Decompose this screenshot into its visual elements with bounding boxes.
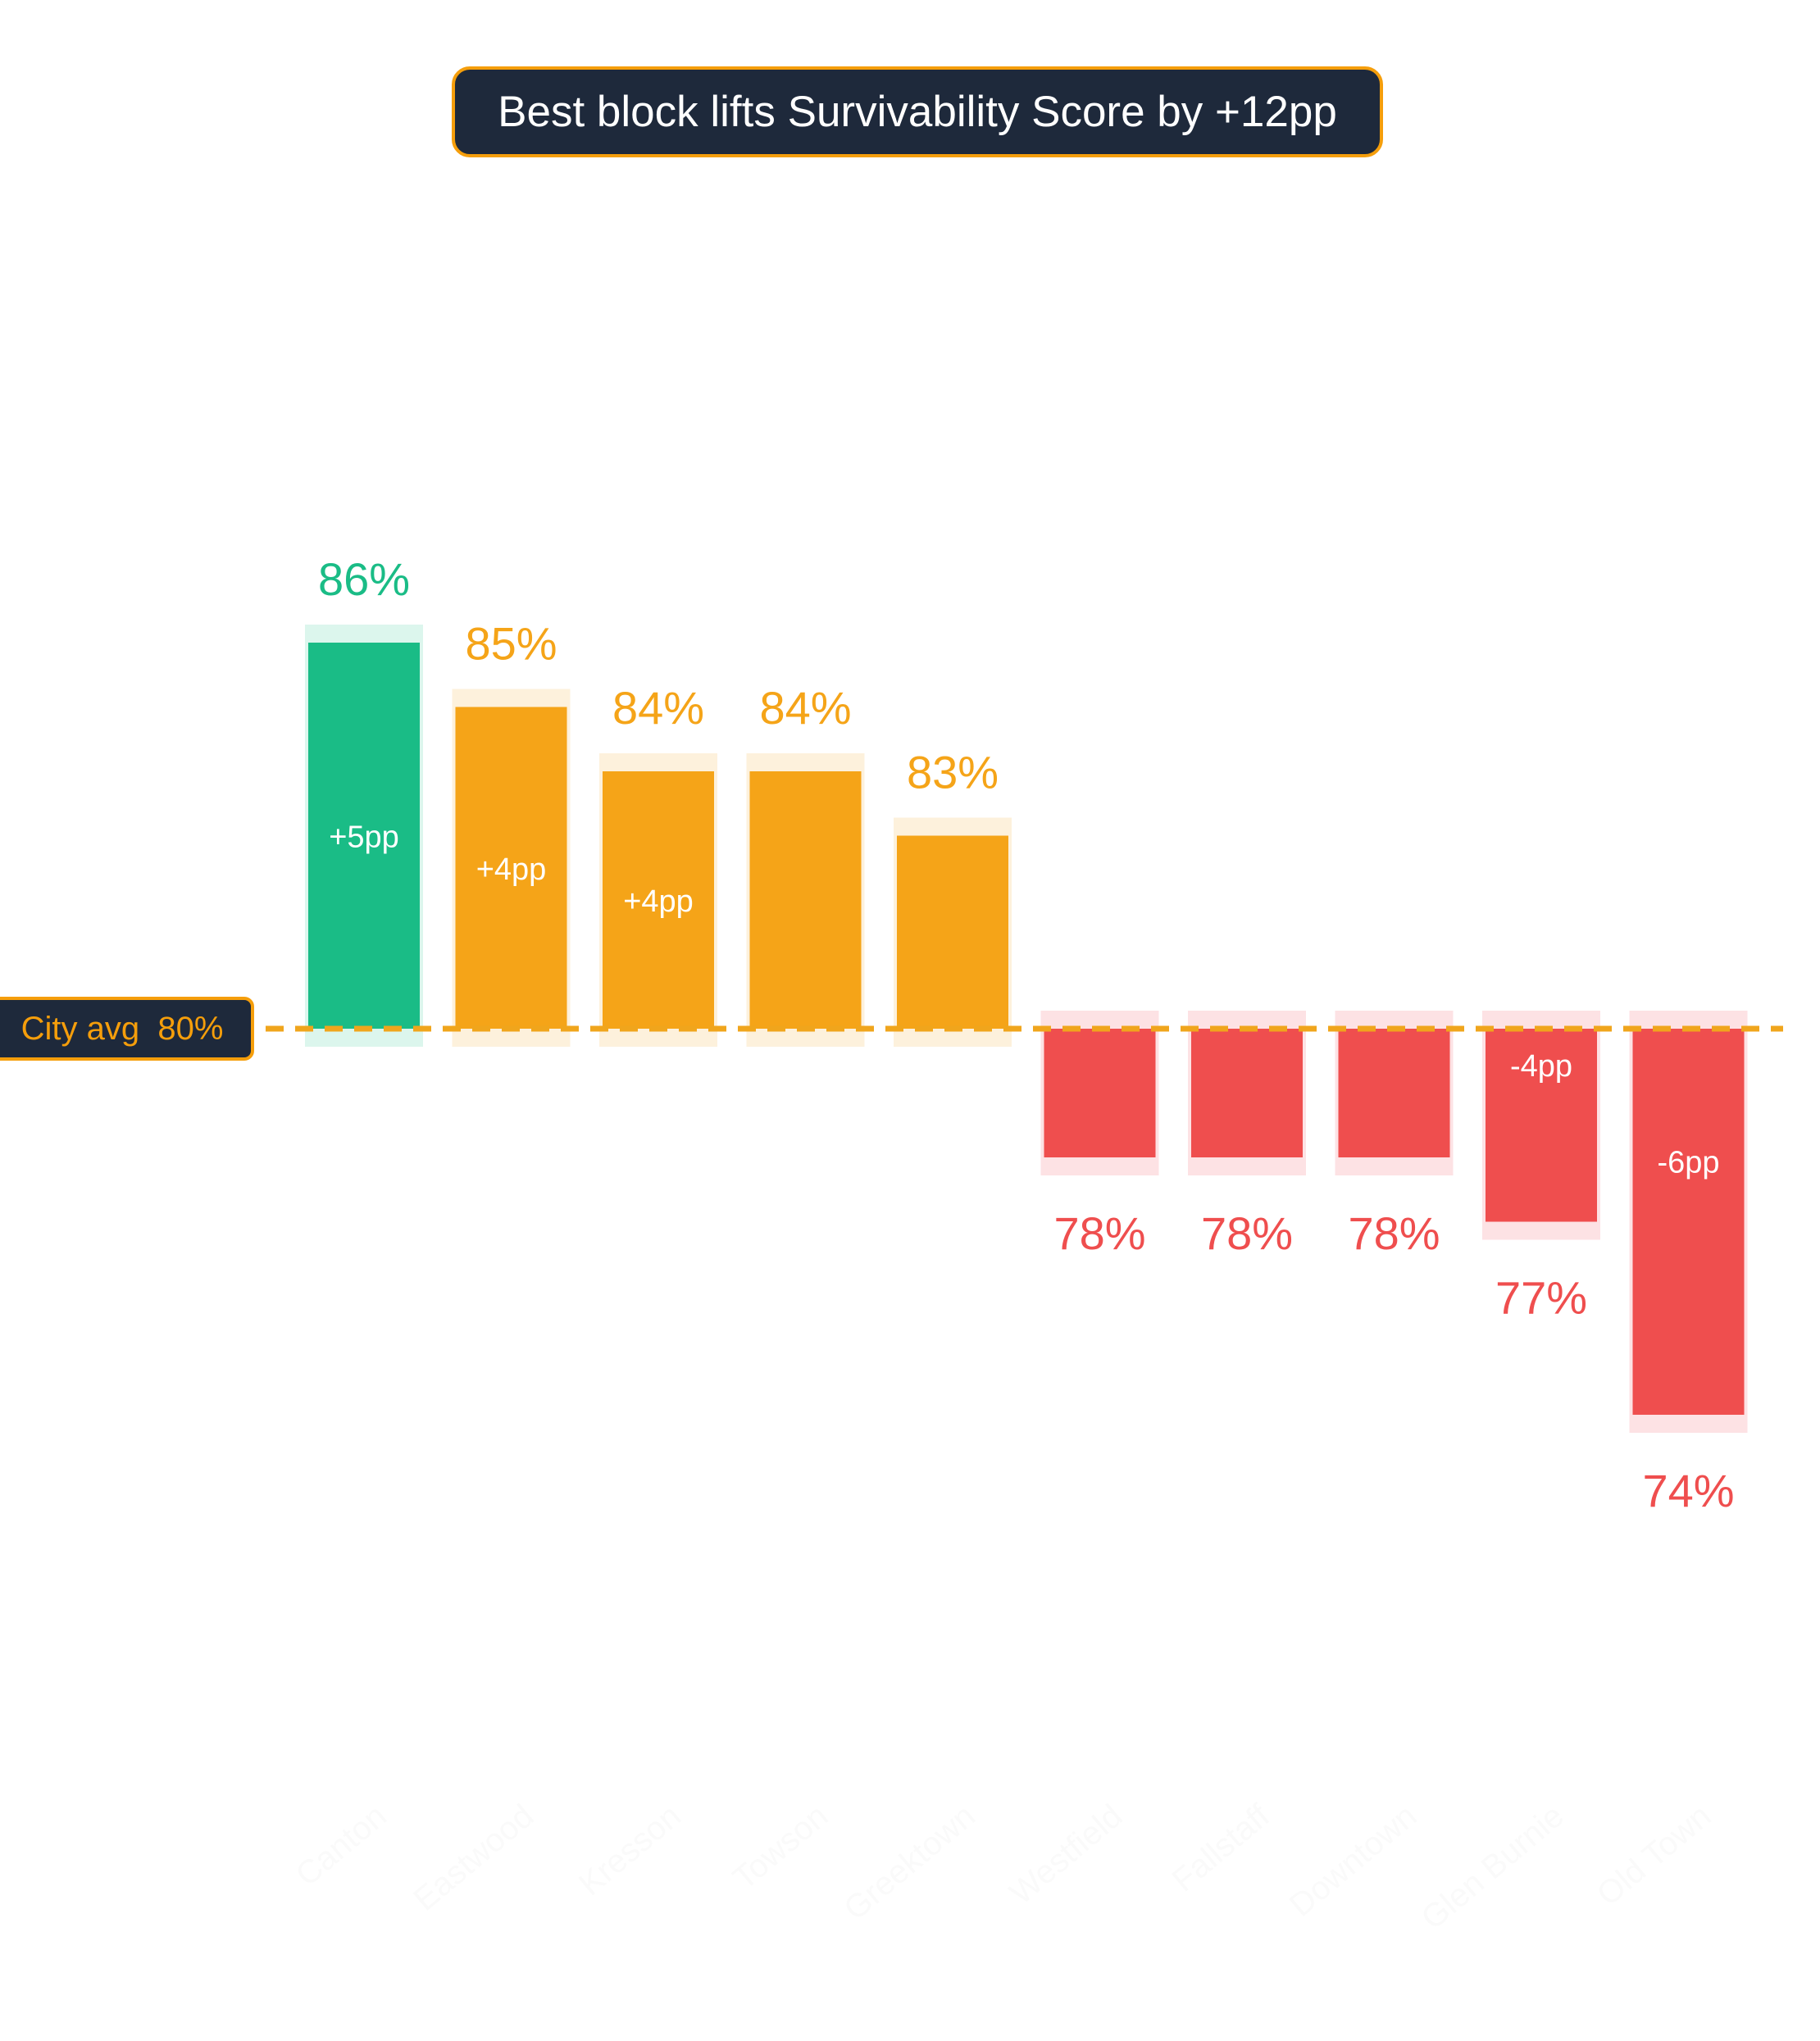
value-label: 77% xyxy=(1495,1272,1587,1324)
bar xyxy=(897,835,1008,1029)
bar xyxy=(1338,1029,1450,1157)
bars xyxy=(308,643,1745,1415)
x-tick-label: Fallstaff xyxy=(1166,1798,1277,1899)
value-label: 86% xyxy=(318,553,410,605)
value-label: 78% xyxy=(1348,1207,1440,1259)
bar xyxy=(749,771,862,1029)
value-labels: 86% +5pp 85% +4pp 84% +4pp 84% 83% 78% 78% 78% 77% -… xyxy=(318,553,1735,1516)
x-tick-label: Old Town xyxy=(1590,1798,1718,1912)
x-tick-label: Kresson xyxy=(572,1798,688,1902)
value-label: 85% xyxy=(465,618,557,670)
delta-label: +4pp xyxy=(476,852,547,887)
x-tick-label: Greektown xyxy=(837,1798,981,1927)
value-label: 78% xyxy=(1201,1207,1293,1259)
bar xyxy=(1632,1029,1745,1415)
city-average-label: City avg 80% xyxy=(0,997,254,1061)
value-label: 74% xyxy=(1642,1465,1734,1516)
x-axis-labels: Canton Eastwood Kresson Towson Greektown West… xyxy=(289,1798,1718,1937)
chart-title: Best block lifts Survivability Score by … xyxy=(452,66,1383,157)
bar xyxy=(1044,1029,1156,1157)
value-label: 83% xyxy=(907,747,999,798)
bar xyxy=(455,707,567,1029)
value-label: 84% xyxy=(612,682,704,734)
delta-label: +5pp xyxy=(329,820,399,855)
value-label: 84% xyxy=(759,682,851,734)
x-tick-label: Eastwood xyxy=(407,1798,540,1918)
x-tick-label: Glen Burnie xyxy=(1415,1798,1571,1936)
x-tick-label: Canton xyxy=(289,1798,394,1893)
delta-label: +4pp xyxy=(623,884,694,919)
bar xyxy=(1191,1029,1303,1157)
x-tick-label: Westfield xyxy=(1003,1798,1130,1911)
value-label: 78% xyxy=(1053,1207,1145,1259)
x-tick-label: Downtown xyxy=(1283,1798,1423,1924)
delta-label: -6pp xyxy=(1657,1146,1719,1180)
bar xyxy=(1486,1029,1597,1222)
x-tick-label: Towson xyxy=(726,1798,835,1897)
bar xyxy=(308,643,420,1029)
delta-label: -4pp xyxy=(1510,1049,1572,1084)
bar xyxy=(603,771,714,1029)
